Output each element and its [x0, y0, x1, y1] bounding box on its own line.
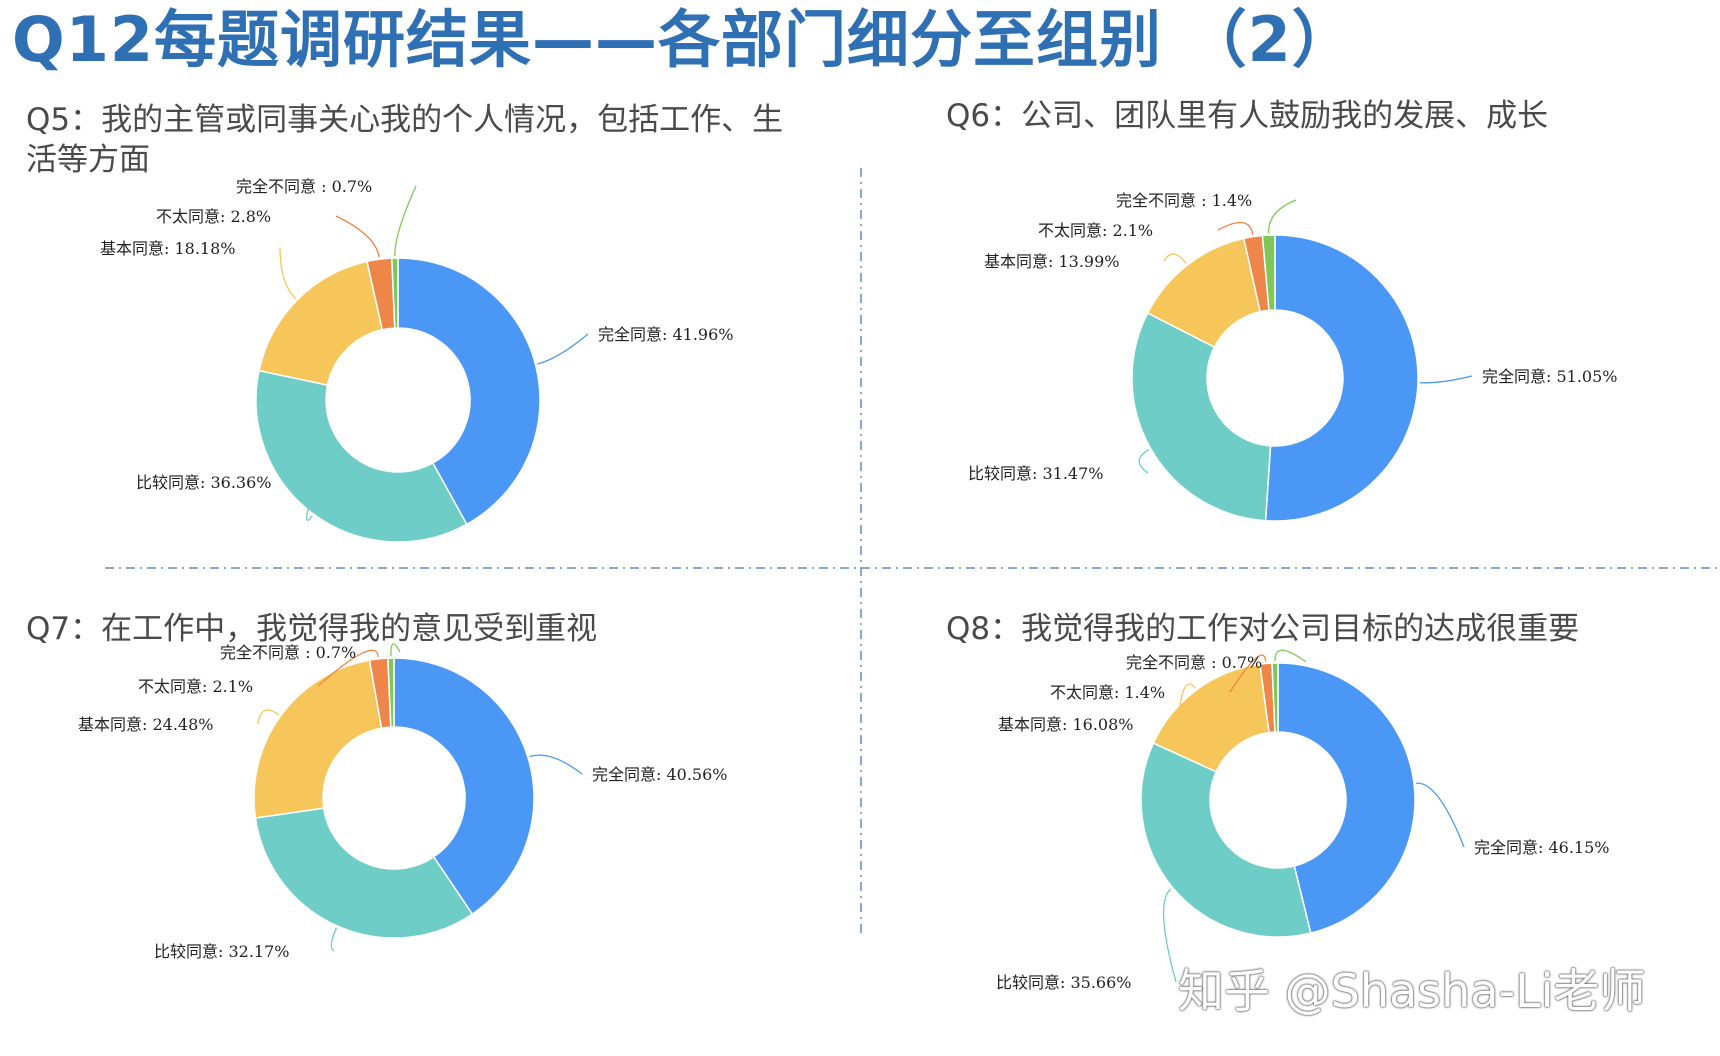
donut-slice-5 [387, 657, 395, 728]
donut-slice-5 [390, 257, 399, 329]
leader-line-5 [394, 185, 417, 257]
leader-line-2 [306, 481, 317, 521]
leader-line-4 [1217, 222, 1254, 235]
leader-line-2 [330, 927, 338, 952]
leader-line-1 [529, 754, 583, 775]
leader-line-2 [1138, 449, 1150, 474]
leader-line-3 [257, 709, 280, 725]
data-label-3: 基本同意: 18.18% [100, 239, 236, 258]
divider-horizontal [105, 567, 1720, 569]
data-label-5: 完全不同意 : 0.7% [220, 643, 356, 662]
donut-slice-1 [1277, 662, 1416, 934]
divider-vertical [860, 168, 862, 938]
donut-slice-1 [1264, 234, 1419, 522]
donut-slice-2 [255, 369, 468, 543]
donut-chart-q8: 完全同意: 46.15% 比较同意: 35.66% 基本同意: 16.08% 不太同意… [996, 649, 1610, 992]
page-title: Q12每题调研结果——各部门细分至组别 （2） [12, 3, 1355, 76]
data-label-2: 比较同意: 31.47% [968, 464, 1104, 483]
data-label-5: 完全不同意 : 0.7% [236, 177, 372, 196]
donut-slice-5 [1261, 234, 1276, 312]
leader-line-5 [1274, 649, 1307, 663]
chart-title-q5: Q5：我的主管或同事关心我的个人情况，包括工作、生活等方面 [26, 102, 784, 179]
data-label-3: 基本同意: 24.48% [78, 715, 214, 734]
data-label-5: 完全不同意 : 0.7% [1126, 653, 1262, 672]
data-label-1: 完全同意: 40.56% [592, 765, 728, 784]
watermark: 知乎 @Shasha-Li老师 [1178, 964, 1646, 1018]
leader-line-3 [1177, 683, 1196, 725]
donut-slice-2 [1131, 311, 1272, 522]
chart-title-q7: Q7：在工作中，我觉得我的意见受到重视 [26, 611, 598, 647]
donut-slice-3 [253, 659, 383, 819]
data-label-3: 基本同意: 16.08% [998, 715, 1134, 734]
leader-line-1 [1415, 782, 1465, 848]
leader-line-5 [1267, 199, 1297, 234]
leader-line-4 [335, 215, 380, 258]
donut-slice-2 [254, 807, 474, 939]
donut-slice-3 [1152, 663, 1270, 773]
donut-slice-1 [393, 657, 535, 916]
leader-line-1 [1419, 375, 1473, 384]
data-label-2: 比较同意: 36.36% [136, 473, 272, 492]
data-label-5: 完全不同意 : 1.4% [1116, 191, 1252, 210]
data-label-2: 比较同意: 32.17% [154, 942, 290, 961]
data-label-1: 完全同意: 46.15% [1474, 838, 1610, 857]
leader-line-2 [1162, 888, 1177, 983]
donut-slice-2 [1140, 742, 1312, 938]
data-label-4: 不太同意: 2.8% [156, 207, 271, 226]
data-label-1: 完全同意: 51.05% [1482, 367, 1618, 386]
data-label-4: 不太同意: 1.4% [1050, 683, 1165, 702]
chart-title-q8: Q8：我觉得我的工作对公司目标的达成很重要 [946, 611, 1580, 647]
donut-slice-3 [258, 260, 384, 386]
leader-line-3 [279, 247, 297, 300]
data-label-2: 比较同意: 35.66% [996, 973, 1132, 992]
data-label-3: 基本同意: 13.99% [984, 252, 1120, 271]
donut-chart-q5: 完全同意: 41.96% 比较同意: 36.36% 基本同意: 18.18% 不太同意… [100, 177, 734, 543]
leader-line-4 [317, 649, 380, 687]
data-label-4: 不太同意: 2.1% [1038, 221, 1153, 240]
leader-line-4 [1229, 654, 1267, 693]
leader-line-3 [1163, 253, 1187, 264]
chart-title-q6: Q6：公司、团队里有人鼓励我的发展、成长 [946, 98, 1549, 134]
leader-line-1 [537, 333, 589, 365]
leader-line-5 [390, 643, 401, 657]
donut-chart-q7: 完全同意: 40.56% 比较同意: 32.17% 基本同意: 24.48% 不太同意… [78, 643, 728, 961]
data-label-1: 完全同意: 41.96% [598, 325, 734, 344]
donut-slice-5 [1271, 662, 1279, 733]
data-label-4: 不太同意: 2.1% [138, 677, 253, 696]
donut-slice-1 [397, 257, 541, 526]
donut-chart-q6: 完全同意: 51.05% 比较同意: 31.47% 基本同意: 13.99% 不太同意… [968, 191, 1618, 522]
